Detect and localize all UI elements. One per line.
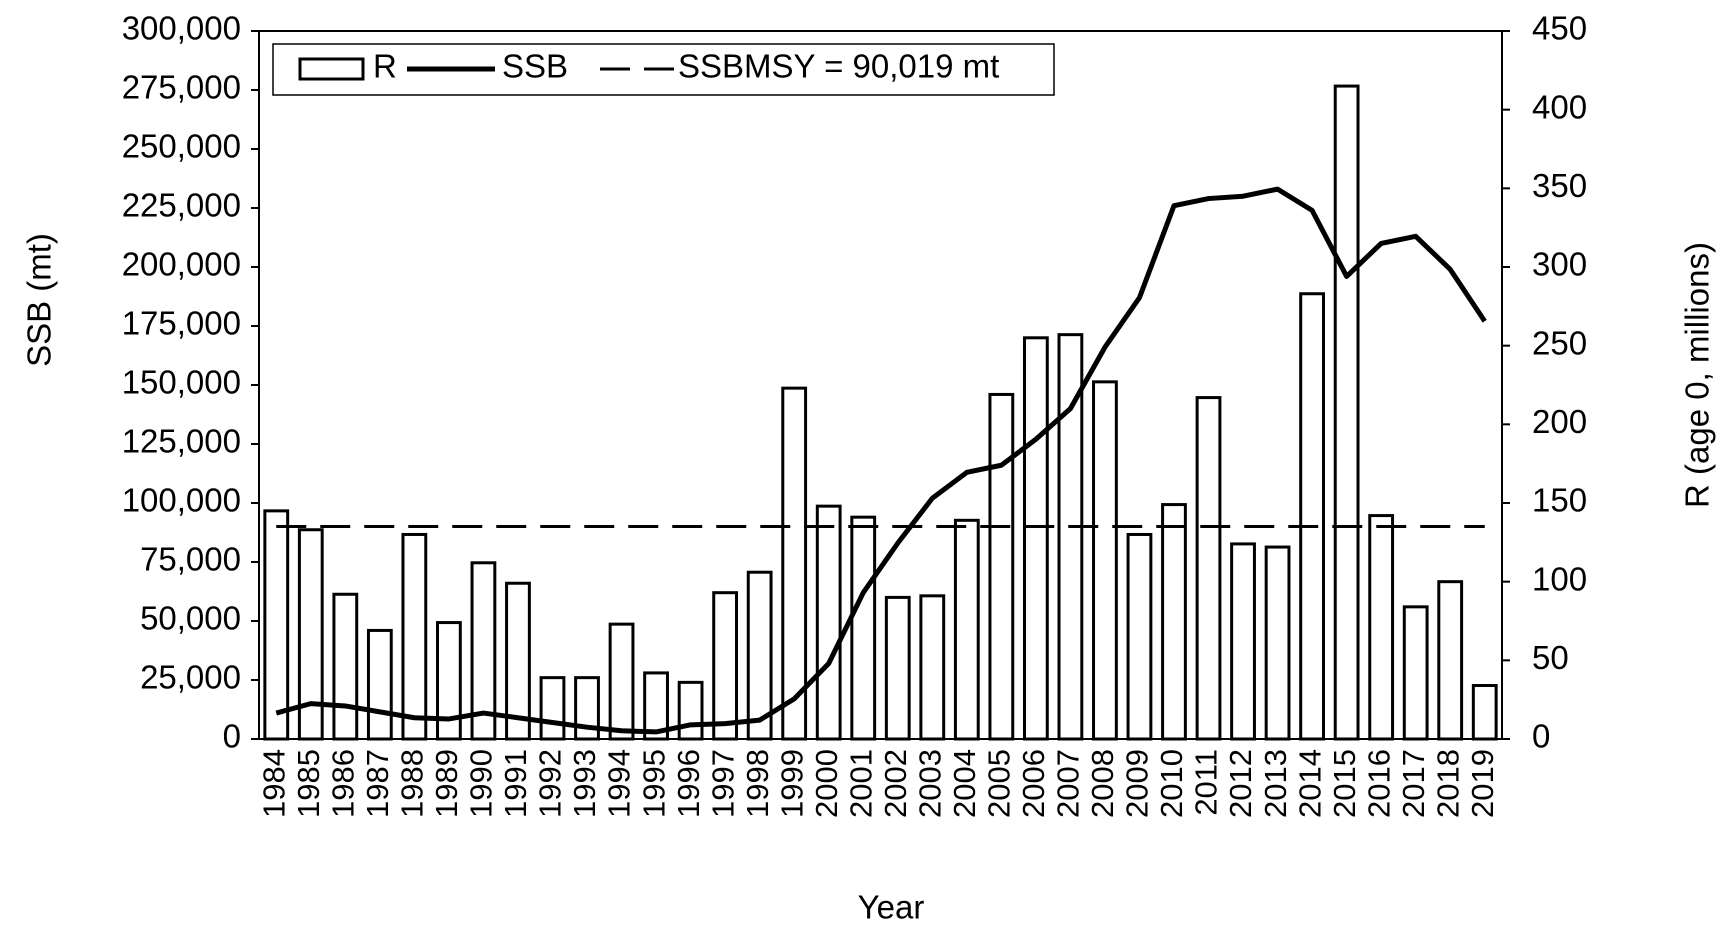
y-tick-label: 300,000 [122, 10, 241, 47]
line [275, 186, 1487, 735]
bar [1126, 532, 1153, 741]
x-tick-label: 1998 [740, 749, 775, 818]
bar [815, 504, 842, 741]
x-tick-label: 2019 [1465, 749, 1500, 818]
bar [884, 595, 911, 741]
bar [1230, 542, 1256, 741]
x-tick-label: 2009 [1120, 749, 1155, 818]
bar [712, 591, 739, 741]
x-tick-label: 2004 [947, 749, 982, 818]
x-tick-label: 2008 [1085, 749, 1120, 818]
x-tick-label: 2012 [1223, 749, 1258, 818]
legend-label: R [373, 48, 397, 85]
x-tick-label: 1988 [395, 749, 430, 818]
plot-frame [258, 30, 1503, 740]
x-tick-label: 2011 [1189, 749, 1224, 816]
x-tick-label: 1989 [429, 749, 464, 818]
x-tick-label: 2005 [982, 749, 1017, 818]
x-tick-label: 2003 [912, 749, 947, 818]
y2-tick-label: 300 [1532, 246, 1587, 283]
x-tick-label: 2001 [843, 749, 878, 818]
y-tick-label: 200,000 [122, 246, 241, 283]
bar [1368, 514, 1395, 741]
x-tick-label: 1997 [705, 749, 740, 818]
bar [366, 628, 393, 741]
y2-tick-label: 100 [1532, 560, 1587, 597]
bar [401, 532, 428, 741]
x-tick-label: 1995 [636, 749, 671, 818]
x-tick-label: 1992 [533, 749, 568, 818]
y2-axis-label: R (age 0, millions) [1679, 242, 1716, 508]
x-tick-label: 1985 [291, 749, 326, 818]
y2-tick-label: 200 [1532, 403, 1587, 440]
y2-tick-label: 0 [1532, 718, 1550, 755]
bar [1402, 605, 1429, 741]
x-tick-label: 2016 [1361, 749, 1396, 818]
bar [539, 676, 566, 741]
x-tick-label: 1984 [256, 749, 291, 818]
x-tick-label: 1991 [498, 749, 533, 818]
x-tick-label: 1990 [464, 749, 499, 818]
y2-tick-label: 150 [1532, 482, 1587, 519]
y-tick-label: 275,000 [122, 69, 241, 106]
x-tick-label: 1987 [360, 749, 395, 818]
x-tick-label: 1999 [774, 749, 809, 818]
y-tick-label: 125,000 [122, 423, 241, 460]
y2-tick-label: 50 [1532, 639, 1569, 676]
x-tick-label: 1994 [602, 749, 637, 818]
bar [608, 622, 635, 741]
bar [263, 509, 290, 741]
x-tick-label: 1996 [671, 749, 706, 818]
x-tick-label: 1993 [567, 749, 602, 818]
y-tick-label: 150,000 [122, 364, 241, 401]
x-axis-label: Year [858, 889, 925, 926]
bar [1437, 580, 1464, 741]
bar [1471, 684, 1498, 741]
x-tick-label: 2013 [1258, 749, 1293, 818]
bar [1333, 84, 1360, 741]
y2-tick-label: 450 [1532, 10, 1587, 47]
y-tick-label: 0 [223, 718, 241, 755]
y-tick-label: 225,000 [122, 187, 241, 224]
y-tick-label: 75,000 [140, 541, 241, 578]
x-tick-label: 2018 [1430, 749, 1465, 818]
x-tick-label: 2002 [878, 749, 913, 818]
bar [1299, 292, 1325, 741]
x-tick-label: 2006 [1016, 749, 1051, 818]
y2-tick-label: 350 [1532, 167, 1587, 204]
x-tick-label: 2015 [1327, 749, 1362, 818]
x-tick-label: 2007 [1051, 749, 1086, 818]
bar [332, 592, 359, 741]
y-tick-label: 50,000 [140, 600, 241, 637]
legend-label: SSB [502, 48, 568, 85]
y2-tick-label: 250 [1532, 324, 1587, 361]
y2-tick-label: 400 [1532, 88, 1587, 125]
bar [988, 392, 1015, 741]
x-tick-label: 2010 [1154, 749, 1189, 818]
bar [919, 594, 946, 741]
y-tick-label: 25,000 [140, 659, 241, 696]
x-tick-label: 2017 [1396, 749, 1431, 818]
y-tick-label: 175,000 [122, 305, 241, 342]
bar [850, 515, 877, 741]
x-tick-label: 2014 [1292, 749, 1327, 818]
y-axis-label: SSB (mt) [21, 233, 58, 367]
bar [1264, 545, 1291, 741]
bar [1092, 380, 1118, 741]
x-tick-label: 1986 [326, 749, 361, 818]
y-tick-label: 100,000 [122, 482, 241, 519]
bar [781, 386, 808, 741]
bar [436, 621, 462, 741]
x-tick-label: 2000 [809, 749, 844, 818]
bar [677, 680, 704, 741]
legend-label: SSBMSY = 90,019 mt [678, 48, 999, 85]
bar [1161, 503, 1187, 741]
bar [953, 518, 980, 741]
bar [1022, 336, 1049, 741]
y-tick-label: 250,000 [122, 128, 241, 165]
bar [1195, 396, 1222, 741]
legend-swatch [298, 57, 365, 81]
